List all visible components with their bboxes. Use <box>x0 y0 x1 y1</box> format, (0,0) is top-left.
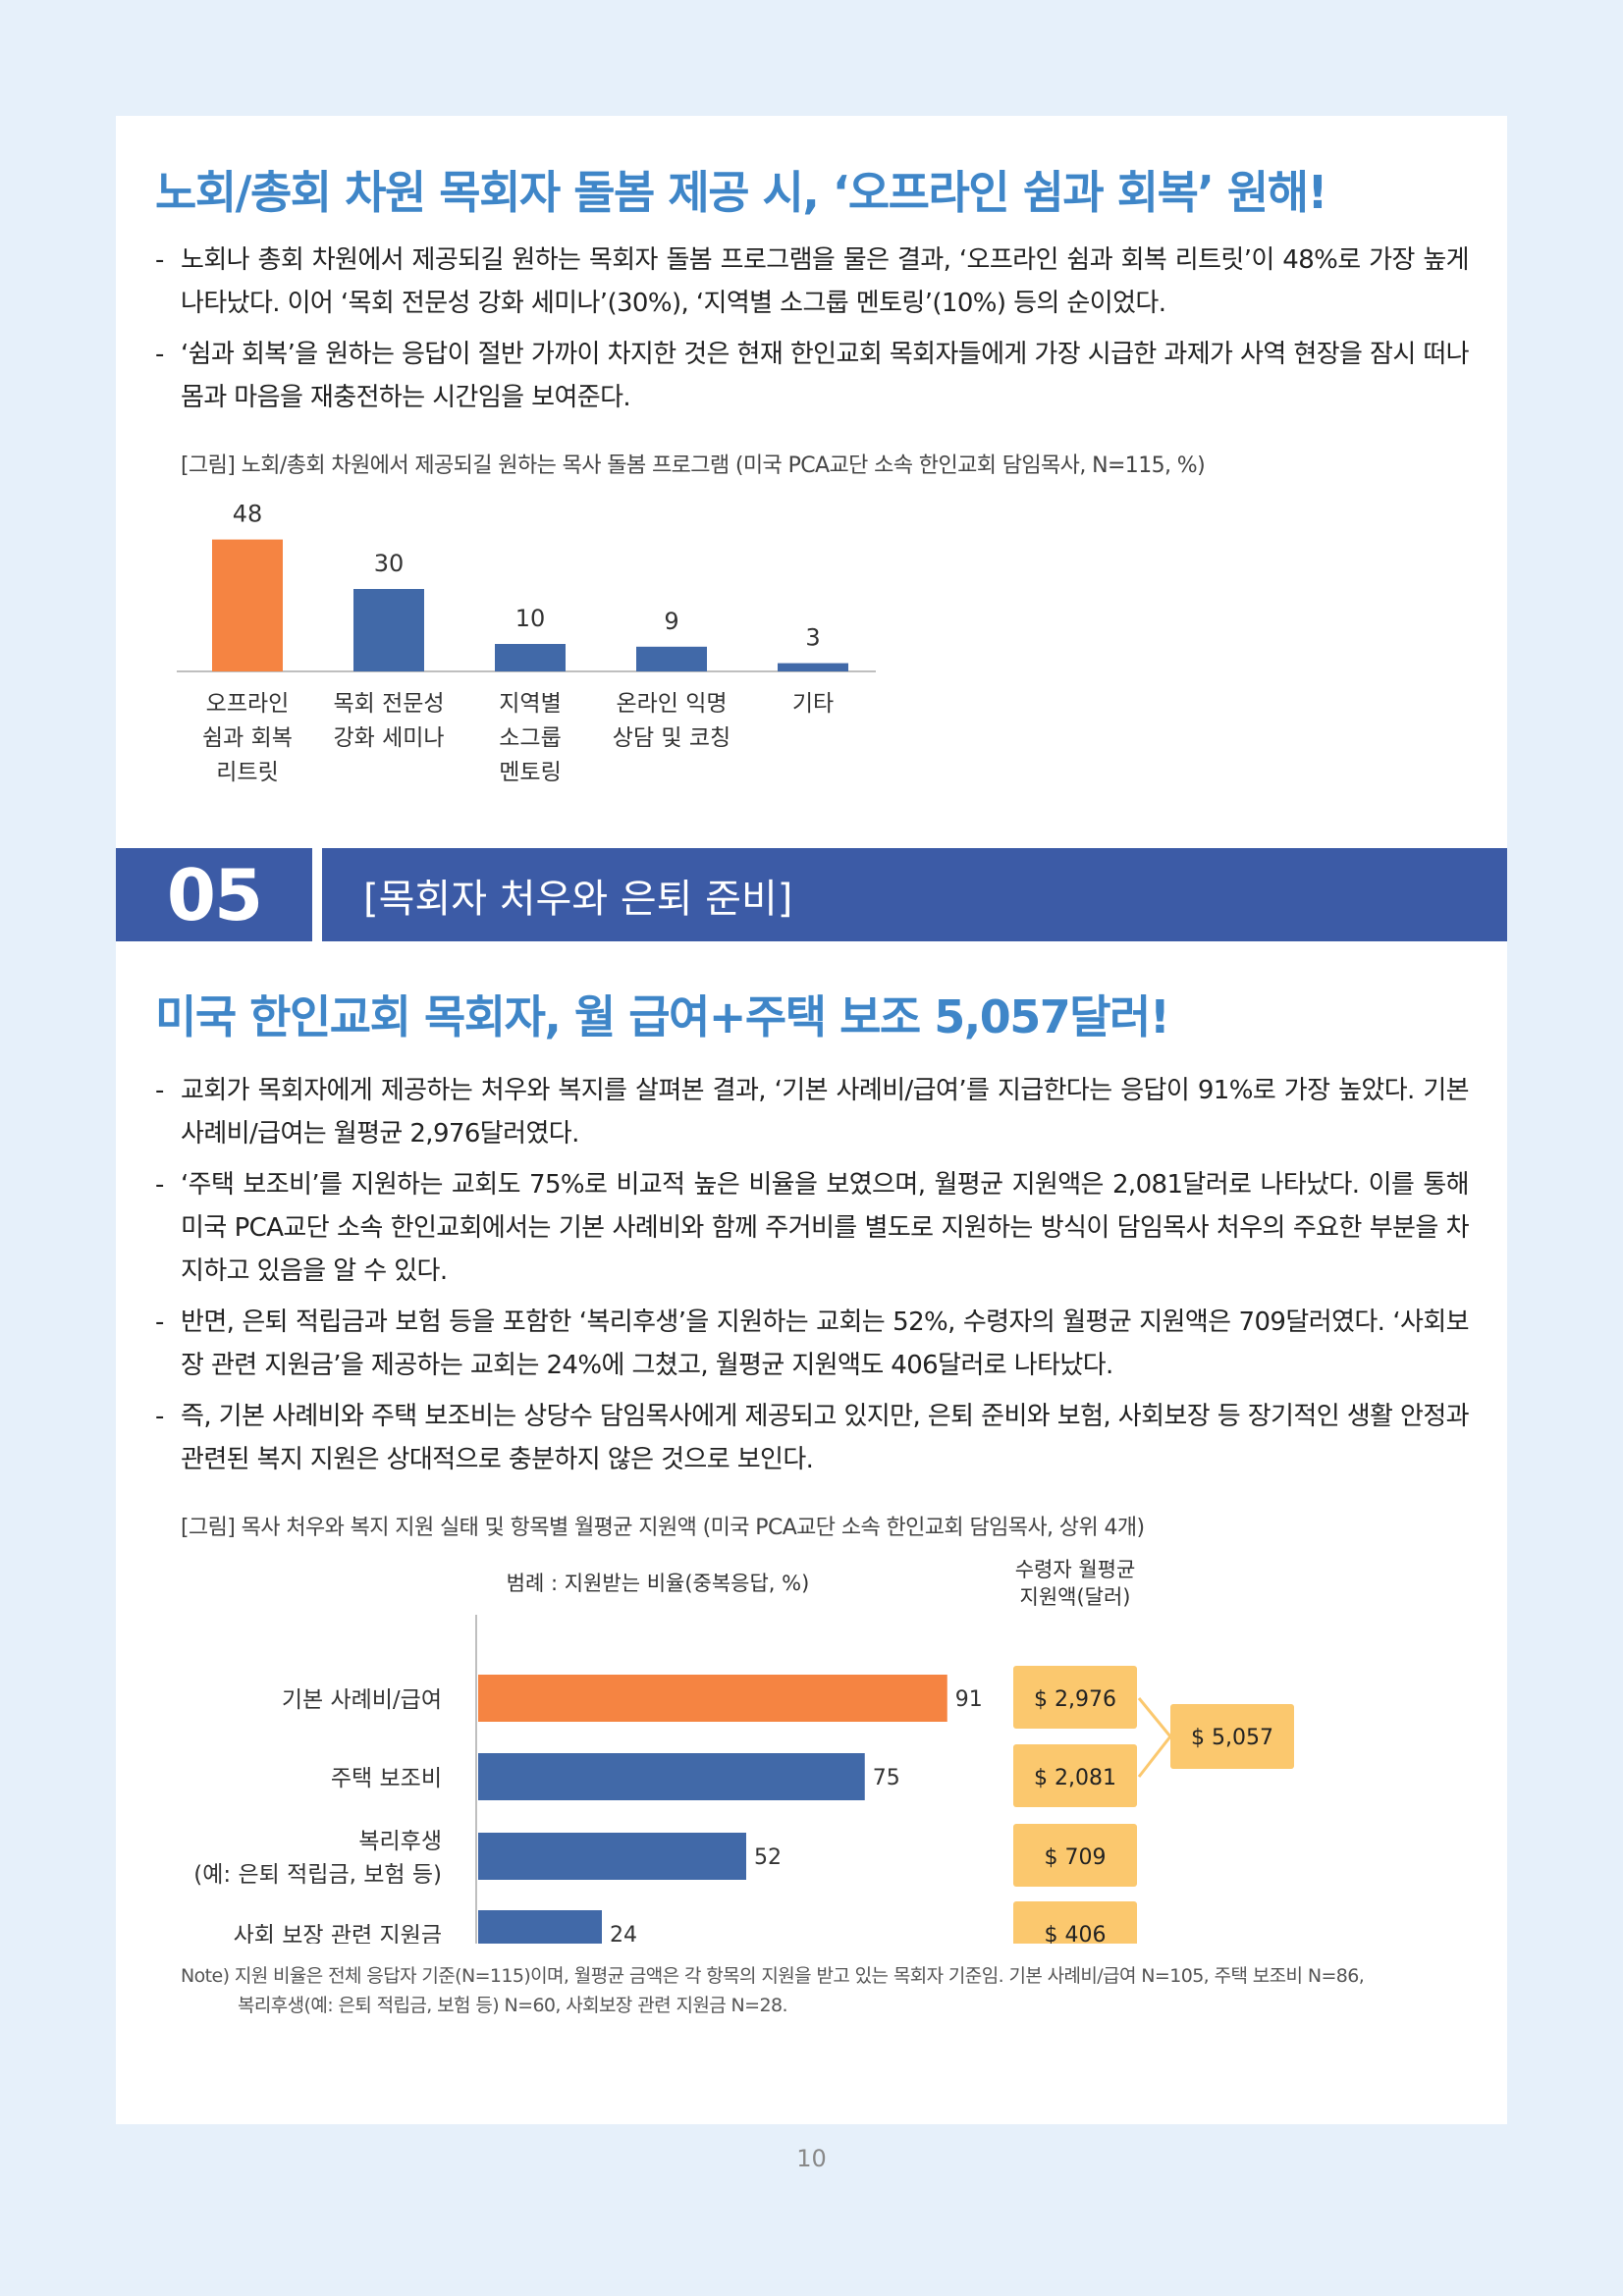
amount-box-1 <box>1013 1744 1137 1807</box>
category-label-0-0: 오프라인 <box>206 691 290 717</box>
section2-bullet-2: ‘주택 보조비’를 지원하는 교회도 75%로 비교적 높은 비율을 보였으며,… <box>155 1163 1470 1293</box>
amount-value-2: $ 709 <box>1045 1845 1107 1870</box>
hbar-category-label-2-0: 복리후생 <box>358 1829 442 1854</box>
amount-box-3 <box>1013 1901 1137 1944</box>
figure2-caption: [그림] 목사 처우와 복지 지원 실태 및 항목별 월평균 지원액 (미국 P… <box>181 1516 1145 1540</box>
category-label-0-1: 쉼과 회복 <box>202 725 293 751</box>
hbar-3 <box>478 1910 602 1944</box>
hbar-value-label-3: 24 <box>610 1923 637 1944</box>
section1-headline: 노회/총회 차원 목회자 돌봄 제공 시, ‘오프라인 쉼과 회복’ 원해! <box>155 166 1328 219</box>
section2-bullet-4: 즉, 기본 사례비와 주택 보조비는 상당수 담임목사에게 제공되고 있지만, … <box>155 1395 1470 1481</box>
sum-connector <box>1137 1697 1172 1778</box>
note-line-2: 복리후생(예: 은퇴 적립금, 보험 등) N=60, 사회보장 관련 지원금 … <box>238 1995 787 2016</box>
hbar-0 <box>478 1675 947 1722</box>
hbar-category-label-0-0: 기본 사례비/급여 <box>282 1687 442 1713</box>
bar-value-label-2: 10 <box>515 605 546 632</box>
bar-0 <box>212 539 283 671</box>
section1-bullet-1: 노회나 총회 차원에서 제공되길 원하는 목회자 돌봄 프로그램을 물은 결과,… <box>155 239 1470 325</box>
page-number: 10 <box>796 2145 827 2172</box>
section1-bullet-2: ‘쉼과 회복’을 원하는 응답이 절반 가까이 차지한 것은 현재 한인교회 목… <box>155 333 1470 419</box>
bar-2 <box>495 644 566 671</box>
hbar-1 <box>478 1753 865 1800</box>
note-line-1: Note) 지원 비율은 전체 응답자 기준(N=115)이며, 월평균 금액은… <box>181 1965 1365 1987</box>
bar-value-label-3: 9 <box>664 608 678 635</box>
amount-box-2 <box>1013 1824 1137 1887</box>
section1-bullet-list: 노회나 총회 차원에서 제공되길 원하는 목회자 돌봄 프로그램을 물은 결과,… <box>155 239 1470 427</box>
amount-value-1: $ 2,081 <box>1034 1766 1116 1790</box>
amount-header-0: 수령자 월평균 <box>1015 1558 1136 1581</box>
bar-value-label-0: 48 <box>233 501 263 528</box>
total-amount-value: $ 5,057 <box>1191 1726 1273 1750</box>
section-title-banner: [목회자 처우와 은퇴 준비] <box>322 848 1507 941</box>
hbar-category-label-3-0: 사회 보장 관련 지원금 <box>234 1923 442 1944</box>
bar-4 <box>778 663 848 671</box>
amount-value-0: $ 2,976 <box>1034 1687 1116 1712</box>
hbar-value-label-2: 52 <box>754 1845 782 1870</box>
amount-box-0 <box>1013 1666 1137 1729</box>
category-label-3-0: 온라인 익명 <box>616 691 727 717</box>
category-label-0-2: 리트릿 <box>216 760 278 785</box>
bar-value-label-1: 30 <box>374 550 405 577</box>
bar-1 <box>353 589 424 671</box>
hbar-value-label-1: 75 <box>873 1766 900 1790</box>
amount-value-3: $ 406 <box>1045 1923 1107 1944</box>
figure2-note: Note) 지원 비율은 전체 응답자 기준(N=115)이며, 월평균 금액은… <box>181 1961 1487 2020</box>
category-label-2-0: 지역별 <box>499 691 561 717</box>
chart-legend-text: 범례 : 지원받는 비율(중복응답, %) <box>507 1572 810 1595</box>
category-label-4-0: 기타 <box>792 691 834 717</box>
total-amount-box <box>1170 1704 1294 1769</box>
section-number-badge: 05 <box>116 848 312 941</box>
section2-bullet-list: 교회가 목회자에게 제공하는 처우와 복지를 살펴본 결과, ‘기본 사례비/급… <box>155 1069 1470 1489</box>
category-label-2-1: 소그룹 <box>499 725 561 751</box>
hbar-category-label-2-1: (예: 은퇴 적립금, 보험 등) <box>193 1862 442 1888</box>
category-label-1-0: 목회 전문성 <box>333 691 444 717</box>
category-label-2-2: 멘토링 <box>499 760 561 785</box>
figure1-caption: [그림] 노회/총회 차원에서 제공되길 원하는 목사 돌봄 프로그램 (미국 … <box>181 454 1206 478</box>
bar-3 <box>636 646 707 671</box>
bar-value-label-4: 3 <box>805 624 820 652</box>
hbar-2 <box>478 1833 746 1880</box>
hbar-value-label-0: 91 <box>955 1687 983 1712</box>
category-label-3-1: 상담 및 코칭 <box>613 725 730 751</box>
section2-headline: 미국 한인교회 목회자, 월 급여+주택 보조 5,057달러! <box>155 990 1170 1043</box>
amount-header-1: 지원액(달러) <box>1020 1585 1131 1609</box>
section2-bullet-1: 교회가 목회자에게 제공하는 처우와 복지를 살펴본 결과, ‘기본 사례비/급… <box>155 1069 1470 1155</box>
section2-bullet-3: 반면, 은퇴 적립금과 보험 등을 포함한 ‘복리후생’을 지원하는 교회는 5… <box>155 1301 1470 1387</box>
hbar-category-label-1-0: 주택 보조비 <box>331 1766 442 1791</box>
category-label-1-1: 강화 세미나 <box>333 725 444 751</box>
